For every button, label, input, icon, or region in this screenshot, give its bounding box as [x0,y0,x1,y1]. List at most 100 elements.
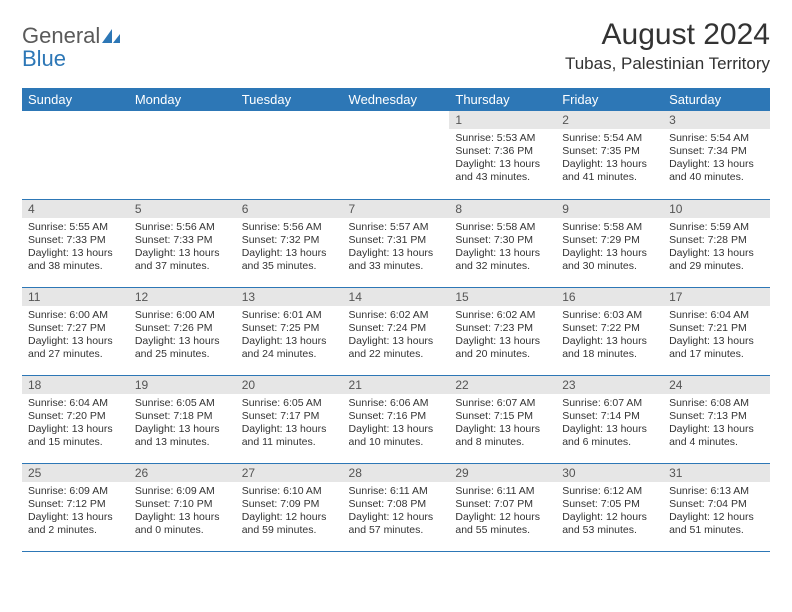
calendar-table: SundayMondayTuesdayWednesdayThursdayFrid… [22,88,770,552]
day-number: 3 [663,111,770,129]
day-number: 12 [129,288,236,306]
calendar-day-cell: 29Sunrise: 6:11 AMSunset: 7:07 PMDayligh… [449,463,556,551]
weekday-header: Monday [129,88,236,111]
logo: GeneralBlue [22,18,120,70]
day-number: 18 [22,376,129,394]
calendar-day-cell: 23Sunrise: 6:07 AMSunset: 7:14 PMDayligh… [556,375,663,463]
day-number: 27 [236,464,343,482]
calendar-day-cell [129,111,236,199]
calendar-day-cell [236,111,343,199]
calendar-day-cell: 31Sunrise: 6:13 AMSunset: 7:04 PMDayligh… [663,463,770,551]
day-body: Sunrise: 6:08 AMSunset: 7:13 PMDaylight:… [663,394,770,454]
day-number: 7 [343,200,450,218]
day-body: Sunrise: 5:58 AMSunset: 7:30 PMDaylight:… [449,218,556,278]
day-body: Sunrise: 5:55 AMSunset: 7:33 PMDaylight:… [22,218,129,278]
day-body: Sunrise: 6:00 AMSunset: 7:27 PMDaylight:… [22,306,129,366]
day-body: Sunrise: 6:03 AMSunset: 7:22 PMDaylight:… [556,306,663,366]
calendar-week-row: 4Sunrise: 5:55 AMSunset: 7:33 PMDaylight… [22,199,770,287]
header: GeneralBlue August 2024 Tubas, Palestini… [22,18,770,74]
calendar-day-cell: 5Sunrise: 5:56 AMSunset: 7:33 PMDaylight… [129,199,236,287]
weekday-header: Friday [556,88,663,111]
day-number: 11 [22,288,129,306]
weekday-header: Tuesday [236,88,343,111]
calendar-day-cell: 19Sunrise: 6:05 AMSunset: 7:18 PMDayligh… [129,375,236,463]
logo-text-general: General [22,23,100,48]
day-body: Sunrise: 6:07 AMSunset: 7:15 PMDaylight:… [449,394,556,454]
sail-icon [102,24,120,38]
day-body: Sunrise: 5:54 AMSunset: 7:35 PMDaylight:… [556,129,663,189]
day-number: 16 [556,288,663,306]
weekday-header: Thursday [449,88,556,111]
day-number: 23 [556,376,663,394]
day-number: 6 [236,200,343,218]
day-body: Sunrise: 6:04 AMSunset: 7:20 PMDaylight:… [22,394,129,454]
day-number: 17 [663,288,770,306]
day-body: Sunrise: 6:09 AMSunset: 7:10 PMDaylight:… [129,482,236,542]
calendar-week-row: 11Sunrise: 6:00 AMSunset: 7:27 PMDayligh… [22,287,770,375]
calendar-day-cell: 27Sunrise: 6:10 AMSunset: 7:09 PMDayligh… [236,463,343,551]
day-body: Sunrise: 5:56 AMSunset: 7:32 PMDaylight:… [236,218,343,278]
day-body: Sunrise: 5:54 AMSunset: 7:34 PMDaylight:… [663,129,770,189]
day-number: 21 [343,376,450,394]
weekday-header-row: SundayMondayTuesdayWednesdayThursdayFrid… [22,88,770,111]
day-number: 13 [236,288,343,306]
calendar-day-cell: 30Sunrise: 6:12 AMSunset: 7:05 PMDayligh… [556,463,663,551]
day-number: 10 [663,200,770,218]
day-number: 30 [556,464,663,482]
calendar-day-cell: 26Sunrise: 6:09 AMSunset: 7:10 PMDayligh… [129,463,236,551]
day-body: Sunrise: 6:11 AMSunset: 7:07 PMDaylight:… [449,482,556,542]
calendar-day-cell: 7Sunrise: 5:57 AMSunset: 7:31 PMDaylight… [343,199,450,287]
day-number: 22 [449,376,556,394]
calendar-day-cell [343,111,450,199]
calendar-day-cell: 24Sunrise: 6:08 AMSunset: 7:13 PMDayligh… [663,375,770,463]
calendar-day-cell: 20Sunrise: 6:05 AMSunset: 7:17 PMDayligh… [236,375,343,463]
day-body: Sunrise: 6:12 AMSunset: 7:05 PMDaylight:… [556,482,663,542]
day-number: 5 [129,200,236,218]
day-number: 4 [22,200,129,218]
day-body: Sunrise: 6:13 AMSunset: 7:04 PMDaylight:… [663,482,770,542]
day-number: 14 [343,288,450,306]
day-number: 31 [663,464,770,482]
day-number: 29 [449,464,556,482]
calendar-day-cell: 2Sunrise: 5:54 AMSunset: 7:35 PMDaylight… [556,111,663,199]
day-body: Sunrise: 6:09 AMSunset: 7:12 PMDaylight:… [22,482,129,542]
day-number: 26 [129,464,236,482]
day-body: Sunrise: 5:59 AMSunset: 7:28 PMDaylight:… [663,218,770,278]
day-number: 9 [556,200,663,218]
calendar-week-row: 1Sunrise: 5:53 AMSunset: 7:36 PMDaylight… [22,111,770,199]
day-body: Sunrise: 6:02 AMSunset: 7:24 PMDaylight:… [343,306,450,366]
calendar-day-cell: 3Sunrise: 5:54 AMSunset: 7:34 PMDaylight… [663,111,770,199]
calendar-day-cell: 10Sunrise: 5:59 AMSunset: 7:28 PMDayligh… [663,199,770,287]
page-title: August 2024 [565,18,770,52]
day-number: 25 [22,464,129,482]
calendar-day-cell: 25Sunrise: 6:09 AMSunset: 7:12 PMDayligh… [22,463,129,551]
day-body: Sunrise: 6:04 AMSunset: 7:21 PMDaylight:… [663,306,770,366]
day-body: Sunrise: 6:06 AMSunset: 7:16 PMDaylight:… [343,394,450,454]
calendar-day-cell: 18Sunrise: 6:04 AMSunset: 7:20 PMDayligh… [22,375,129,463]
calendar-day-cell: 13Sunrise: 6:01 AMSunset: 7:25 PMDayligh… [236,287,343,375]
day-number: 15 [449,288,556,306]
day-number: 2 [556,111,663,129]
calendar-day-cell: 11Sunrise: 6:00 AMSunset: 7:27 PMDayligh… [22,287,129,375]
calendar-day-cell: 1Sunrise: 5:53 AMSunset: 7:36 PMDaylight… [449,111,556,199]
day-body: Sunrise: 5:58 AMSunset: 7:29 PMDaylight:… [556,218,663,278]
day-body: Sunrise: 5:56 AMSunset: 7:33 PMDaylight:… [129,218,236,278]
day-number: 28 [343,464,450,482]
day-body: Sunrise: 6:05 AMSunset: 7:17 PMDaylight:… [236,394,343,454]
day-body: Sunrise: 6:07 AMSunset: 7:14 PMDaylight:… [556,394,663,454]
page-subtitle: Tubas, Palestinian Territory [565,54,770,74]
calendar-week-row: 18Sunrise: 6:04 AMSunset: 7:20 PMDayligh… [22,375,770,463]
day-body: Sunrise: 6:05 AMSunset: 7:18 PMDaylight:… [129,394,236,454]
calendar-day-cell: 6Sunrise: 5:56 AMSunset: 7:32 PMDaylight… [236,199,343,287]
weekday-header: Wednesday [343,88,450,111]
title-block: August 2024 Tubas, Palestinian Territory [565,18,770,74]
calendar-day-cell: 16Sunrise: 6:03 AMSunset: 7:22 PMDayligh… [556,287,663,375]
calendar-day-cell [22,111,129,199]
calendar-day-cell: 8Sunrise: 5:58 AMSunset: 7:30 PMDaylight… [449,199,556,287]
calendar-day-cell: 15Sunrise: 6:02 AMSunset: 7:23 PMDayligh… [449,287,556,375]
logo-text-blue: Blue [22,46,66,71]
day-body: Sunrise: 6:02 AMSunset: 7:23 PMDaylight:… [449,306,556,366]
calendar-body: 1Sunrise: 5:53 AMSunset: 7:36 PMDaylight… [22,111,770,551]
day-number: 8 [449,200,556,218]
day-body: Sunrise: 6:10 AMSunset: 7:09 PMDaylight:… [236,482,343,542]
